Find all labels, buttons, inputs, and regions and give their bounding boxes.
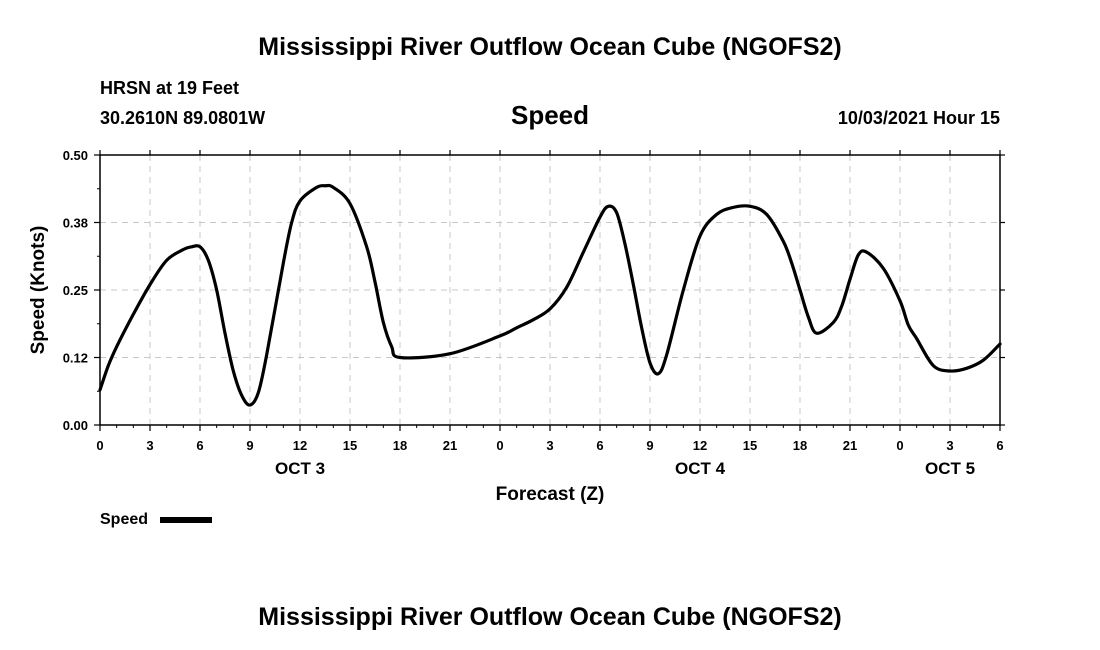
speed-series-line	[98, 183, 1002, 407]
x-tick-label: 0	[96, 438, 103, 453]
y-axis-label: Speed (Knots)	[28, 226, 49, 355]
x-tick-label: 21	[443, 438, 457, 453]
x-tick-label: 0	[496, 438, 503, 453]
x-tick-label: 0	[896, 438, 903, 453]
x-tick-label: 3	[146, 438, 153, 453]
x-axis-label: Forecast (Z)	[496, 484, 605, 505]
location-label: 30.2610N 89.0801W	[100, 108, 265, 128]
x-tick-label: 6	[996, 438, 1003, 453]
legend-label: Speed	[100, 511, 148, 528]
chart-title: Mississippi River Outflow Ocean Cube (NG…	[258, 33, 841, 61]
x-tick-label: 6	[596, 438, 603, 453]
x-axis-ticks: 0 3 6 9 12 15 18 21 0 3 6 9 12 15 18 21 0 3 6	[96, 150, 1004, 453]
station-label: HRSN at 19 Feet	[100, 78, 239, 98]
x-tick-label: 6	[196, 438, 203, 453]
x-tick-label: 9	[246, 438, 253, 453]
footer-title: Mississippi River Outflow Ocean Cube (NG…	[258, 603, 841, 631]
y-axis-ticks: 0.00 0.12 0.25 0.38 0.50	[63, 148, 1005, 433]
day-label: OCT 4	[675, 459, 726, 478]
y-tick-label: 0.25	[63, 283, 88, 298]
x-tick-label: 12	[693, 438, 707, 453]
day-label: OCT 3	[275, 459, 325, 478]
grid-lines	[100, 155, 1000, 425]
x-tick-label: 3	[946, 438, 953, 453]
x-tick-label: 18	[793, 438, 807, 453]
y-tick-label: 0.50	[63, 148, 88, 163]
x-tick-label: 12	[293, 438, 307, 453]
y-tick-label: 0.38	[63, 216, 88, 231]
x-tick-label: 21	[843, 438, 857, 453]
x-tick-label: 3	[546, 438, 553, 453]
x-tick-label: 9	[646, 438, 653, 453]
timestamp-label: 10/03/2021 Hour 15	[838, 108, 1000, 128]
x-tick-label: 15	[743, 438, 757, 453]
x-tick-label: 18	[393, 438, 407, 453]
chart-subtitle: Speed	[511, 100, 589, 130]
y-tick-label: 0.12	[63, 351, 88, 366]
day-labels: OCT 3 OCT 4 OCT 5	[275, 459, 975, 478]
x-tick-label: 15	[343, 438, 357, 453]
legend: Speed	[100, 511, 212, 528]
day-label: OCT 5	[925, 459, 975, 478]
y-tick-label: 0.00	[63, 418, 88, 433]
